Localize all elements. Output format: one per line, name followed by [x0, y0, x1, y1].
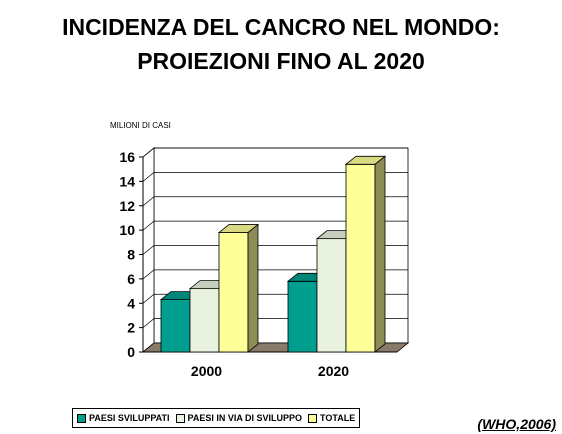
gridline — [142, 220, 408, 231]
x-tick-label: 2020 — [318, 363, 349, 379]
chart-title-line1: INCIDENZA DEL CANCRO NEL MONDO: — [62, 14, 500, 40]
legend-swatch — [175, 413, 185, 423]
legend-item: PAESI IN VIA DI SVILUPPO — [175, 413, 303, 423]
source-citation: (WHO,2006) — [477, 416, 556, 432]
y-tick-label: 16 — [119, 149, 135, 165]
legend-label: PAESI SVILUPPATI — [89, 413, 170, 423]
gridline — [142, 147, 408, 158]
y-tick-label: 10 — [119, 222, 135, 238]
chart-title-line2: PROIEZIONI FINO AL 2020 — [137, 48, 425, 74]
bar-2000-2 — [217, 223, 260, 353]
y-tick-label: 2 — [127, 320, 135, 336]
legend-item: PAESI SVILUPPATI — [77, 413, 170, 423]
y-tick-label: 12 — [119, 198, 135, 214]
y-tick-label: 6 — [127, 271, 135, 287]
legend-swatch — [77, 413, 86, 423]
bar-2020-2 — [344, 155, 387, 353]
gridline — [142, 196, 408, 207]
y-axis-label: MILIONI DI CASI — [110, 121, 171, 130]
legend-label: PAESI IN VIA DI SVILUPPO — [187, 413, 303, 423]
chart-legend: PAESI SVILUPPATI PAESI IN VIA DI SVILUPPO… — [72, 408, 361, 428]
legend-swatch — [308, 413, 318, 423]
y-tick-label: 14 — [119, 173, 135, 189]
gridline — [142, 172, 408, 182]
y-tick-label: 8 — [127, 247, 135, 263]
x-tick-label: 2000 — [191, 363, 222, 379]
legend-label: TOTALE — [320, 413, 356, 423]
legend-item: TOTALE — [308, 413, 355, 423]
y-tick-label: 4 — [127, 295, 135, 311]
y-tick-label: 0 — [127, 344, 135, 360]
